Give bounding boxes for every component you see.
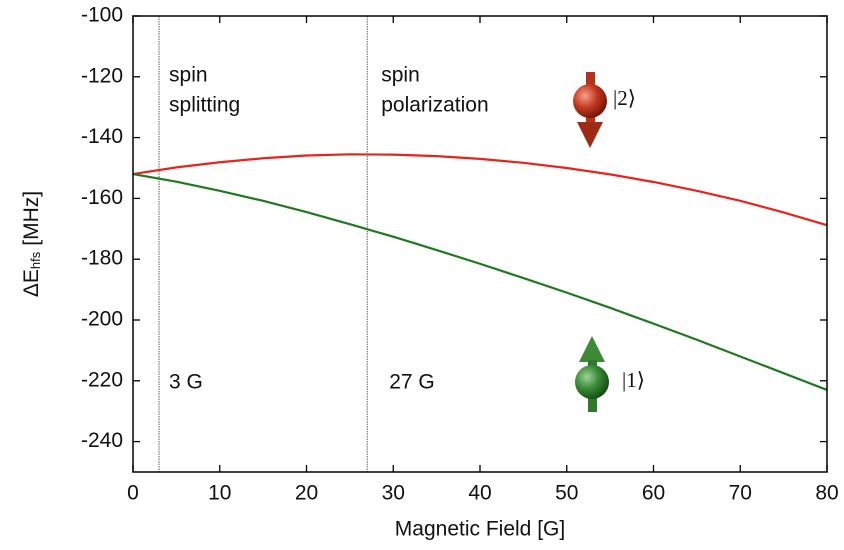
x-tick-label: 40: [468, 482, 491, 505]
data-line: [132, 153, 828, 227]
y-label-main: ΔE: [20, 269, 43, 297]
state-label: |1⟩: [622, 368, 645, 392]
x-tick-label: 80: [815, 482, 838, 505]
marker-label: 27 G: [389, 371, 435, 394]
spin-up-icon: [575, 336, 609, 412]
state-label: |2⟩: [613, 86, 636, 110]
spin-down-icon: [573, 72, 607, 148]
region-label: spin: [169, 64, 208, 87]
region-label: spin: [381, 64, 420, 87]
x-tick-label: 50: [555, 482, 578, 505]
x-tick-label: 30: [382, 482, 405, 505]
region-label: polarization: [381, 94, 488, 117]
data-line: [132, 172, 828, 391]
y-tick-label: -100: [81, 4, 123, 27]
region-label: splitting: [169, 94, 240, 117]
y-axis-label: ΔEhfs [MHz]: [20, 191, 44, 297]
x-tick-label: 20: [295, 482, 318, 505]
x-tick-label: 60: [642, 482, 665, 505]
y-label-sub: hfs: [28, 251, 43, 269]
y-tick-label: -240: [81, 429, 123, 452]
x-axis-label: Magnetic Field [G]: [395, 518, 565, 541]
y-tick-label: -200: [81, 308, 123, 331]
y-tick-label: -220: [81, 368, 123, 391]
y-label-unit: [MHz]: [20, 191, 43, 246]
y-tick-label: -120: [81, 64, 123, 87]
x-tick-label: 10: [208, 482, 231, 505]
y-tick-label: -180: [81, 247, 123, 270]
plot-frame: [132, 15, 828, 473]
x-tick-label: 0: [127, 482, 139, 505]
y-tick-label: -140: [81, 125, 123, 148]
x-tick-label: 70: [729, 482, 752, 505]
y-tick-label: -160: [81, 186, 123, 209]
marker-label: 3 G: [169, 371, 203, 394]
